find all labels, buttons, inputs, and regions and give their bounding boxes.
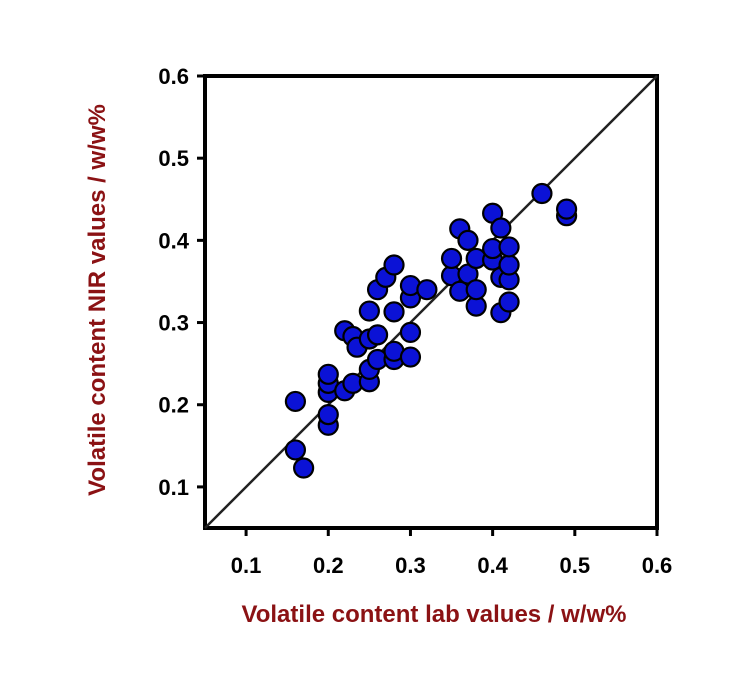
plot-area [203,74,659,530]
x-tick-label: 0.2 [313,553,344,578]
data-point [317,403,339,426]
data-point [284,390,306,413]
data-point [490,217,512,239]
axis-ticks: 0.1 0.2 0.3 0.4 0.5 0.6 0.1 0.2 0.3 0.4 0.5 0.6 [158,64,672,578]
x-tick-label: 0.1 [231,553,262,578]
data-points [284,182,578,479]
x-tick-label: 0.5 [560,553,591,578]
y-axis-title: Volatile content NIR values / w/w% [84,104,111,496]
x-axis-title: Volatile content lab values / w/w% [242,601,627,628]
data-point [317,363,339,385]
y-tick-label: 0.5 [158,146,189,171]
y-tick-label: 0.6 [158,64,189,89]
data-point [416,279,438,301]
data-point [440,247,463,270]
data-point [284,439,306,461]
data-point [498,254,520,276]
data-point [531,182,553,205]
data-point [383,301,405,323]
data-point [555,198,578,220]
data-point [366,324,389,346]
x-tick-label: 0.4 [477,553,508,578]
data-point [498,291,520,313]
y-tick-label: 0.1 [158,475,189,500]
data-point [399,346,422,368]
y-tick-label: 0.2 [158,393,189,418]
data-point [358,300,380,322]
y-tick-label: 0.4 [158,228,189,253]
data-point [498,236,520,258]
data-point [399,321,422,344]
y-tick-label: 0.3 [158,311,189,336]
x-tick-label: 0.3 [395,553,426,578]
data-point [457,229,479,251]
x-tick-label: 0.6 [642,553,673,578]
identity-line [204,75,658,529]
data-point [383,254,405,276]
data-point [293,457,315,479]
data-point [465,279,487,301]
